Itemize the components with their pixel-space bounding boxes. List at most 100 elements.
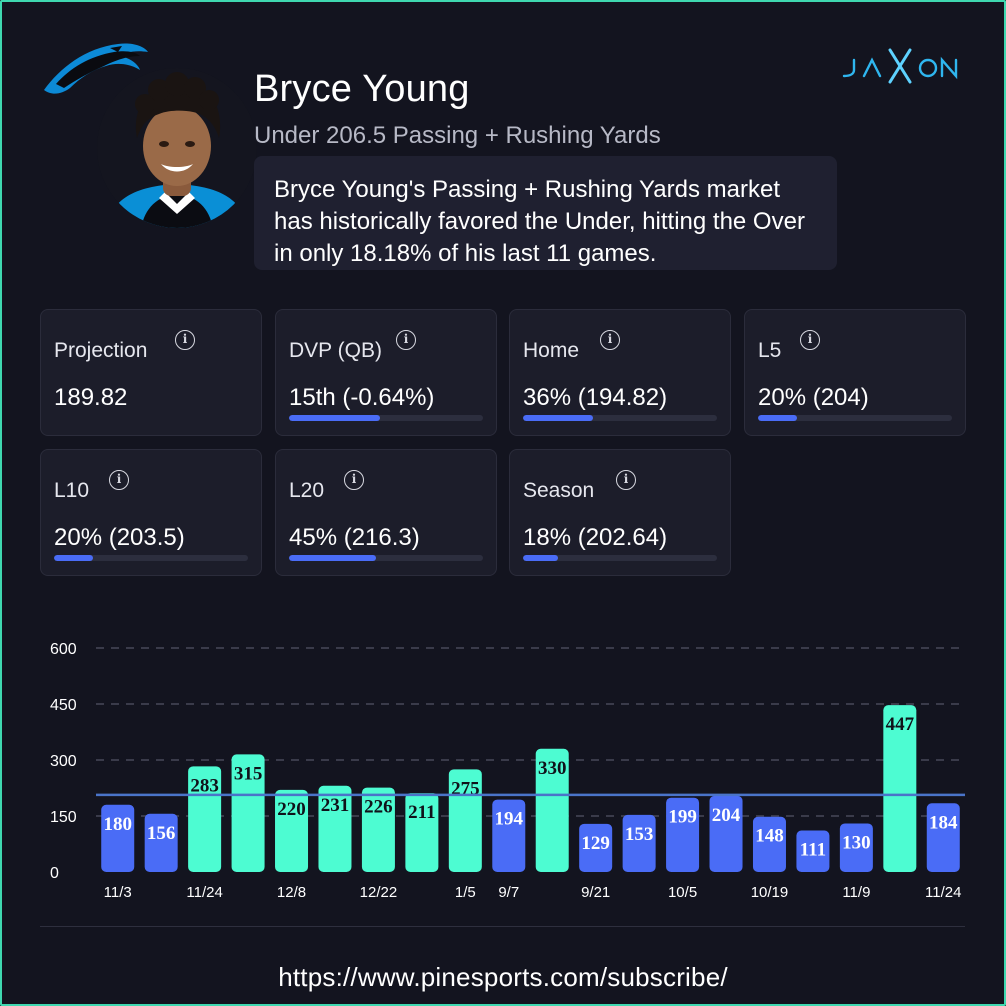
chart-bar	[318, 785, 352, 872]
bar-value-label: 194	[495, 809, 524, 830]
player-avatar-group	[40, 38, 257, 228]
info-icon[interactable]: i	[800, 330, 820, 350]
stat-label: Home	[523, 339, 580, 362]
x-tick-label: 12/22	[360, 884, 398, 901]
stat-label: Season	[523, 479, 595, 502]
stat-progress-track	[523, 415, 717, 421]
stat-label: L10	[54, 479, 90, 502]
bar-value-label: 129	[581, 833, 610, 854]
chart-bar	[796, 830, 830, 872]
bar-value-label: 180	[103, 814, 132, 835]
x-tick-label: 1/5	[455, 884, 476, 901]
stat-card-l20: L20 i 45% (216.3)	[275, 449, 497, 576]
bar-value-label: 231	[321, 795, 350, 816]
stat-value: 45% (216.3)	[289, 524, 420, 551]
stat-value: 189.82	[54, 384, 128, 411]
stat-progress-fill	[523, 415, 593, 421]
divider	[40, 926, 965, 927]
chart-bar	[926, 803, 960, 872]
stat-card-dvp: DVP (QB) i 15th (-0.64%)	[275, 309, 497, 436]
x-tick-label: 11/9	[842, 884, 870, 901]
subscribe-link[interactable]: https://www.pinesports.com/subscribe/	[278, 962, 728, 992]
info-icon[interactable]: i	[616, 470, 636, 490]
info-icon[interactable]: i	[109, 470, 129, 490]
bar-value-label: 283	[190, 775, 219, 796]
stat-label: Projection	[54, 339, 148, 362]
x-tick-label: 11/24	[925, 884, 961, 901]
bar-value-label: 130	[842, 832, 871, 853]
chart-bar	[231, 754, 265, 872]
stat-card-home: Home i 36% (194.82)	[509, 309, 731, 436]
stat-card-l5: L5 i 20% (204)	[744, 309, 966, 436]
info-icon[interactable]: i	[396, 330, 416, 350]
bar-value-label: 156	[147, 823, 176, 844]
chart-bar	[579, 823, 613, 872]
bar-value-label: 184	[929, 812, 958, 833]
x-tick-label: 9/7	[498, 884, 519, 901]
chart-bar	[144, 813, 178, 872]
chart-bar	[666, 797, 700, 872]
x-tick-label: 10/19	[751, 884, 789, 901]
market-subtitle: Under 206.5 Passing + Rushing Yards	[254, 122, 661, 149]
stat-label: L20	[289, 479, 325, 502]
stat-progress-track	[54, 555, 248, 561]
player-name: Bryce Young	[254, 68, 470, 110]
chart-bar	[405, 793, 439, 872]
panthers-logo-icon	[44, 43, 148, 94]
stat-progress-fill	[523, 555, 558, 561]
x-tick-label: 12/8	[277, 884, 306, 901]
stat-value: 20% (204)	[758, 384, 869, 411]
chart-bar	[361, 787, 395, 872]
stat-progress-fill	[289, 555, 377, 561]
chart-bar	[188, 766, 222, 872]
chart-bar	[101, 804, 135, 872]
info-icon[interactable]: i	[175, 330, 195, 350]
bar-value-label: 111	[800, 840, 826, 861]
x-tick-label: 9/21	[581, 884, 610, 901]
bar-value-label: 447	[886, 714, 915, 735]
chart-bar	[622, 814, 656, 872]
bar-value-label: 148	[755, 826, 784, 847]
y-tick-label: 150	[50, 809, 77, 826]
stat-value: 20% (203.5)	[54, 524, 185, 551]
stat-progress-track	[289, 415, 483, 421]
x-tick-label: 11/24	[186, 884, 222, 901]
bar-value-label: 199	[668, 807, 697, 828]
bar-value-label: 211	[408, 802, 435, 823]
bar-value-label: 226	[364, 797, 393, 818]
stat-progress-track	[289, 555, 483, 561]
info-icon[interactable]: i	[344, 470, 364, 490]
chart-bar	[275, 789, 309, 872]
stat-progress-track	[758, 415, 952, 421]
stat-value: 18% (202.64)	[523, 524, 668, 551]
bar-value-label: 204	[712, 805, 741, 826]
x-tick-label: 11/3	[104, 884, 132, 901]
stat-label: DVP (QB)	[289, 339, 382, 362]
y-tick-label: 600	[50, 641, 77, 658]
chart-bar	[839, 823, 873, 872]
stat-progress-fill	[289, 415, 381, 421]
stat-label: L5	[758, 339, 782, 362]
stat-card-l10: L10 i 20% (203.5)	[40, 449, 262, 576]
game-log-bar-chart: 0 150 300 450 600 180 11/3 156 283 11/24 315 220 12/…	[50, 641, 965, 901]
chart-bar	[535, 748, 569, 872]
stat-value: 15th (-0.64%)	[289, 384, 435, 411]
bar-value-label: 330	[538, 758, 567, 779]
bar-value-label: 153	[625, 824, 654, 845]
market-description: Bryce Young's Passing + Rushing Yards ma…	[254, 156, 837, 270]
jaxon-logo	[842, 48, 958, 84]
chart-bar	[752, 816, 786, 872]
chart-bar	[709, 795, 743, 872]
x-tick-label: 10/5	[668, 884, 697, 901]
player-photo	[97, 68, 257, 228]
stat-card-season: Season i 18% (202.64)	[509, 449, 731, 576]
info-icon[interactable]: i	[600, 330, 620, 350]
chart-bar	[492, 799, 526, 872]
stat-progress-track	[523, 555, 717, 561]
y-tick-label: 300	[50, 753, 77, 770]
bar-value-label: 220	[277, 799, 306, 820]
y-tick-label: 0	[50, 865, 59, 882]
stat-progress-fill	[758, 415, 797, 421]
stat-card-projection: Projection i 189.82	[40, 309, 262, 436]
